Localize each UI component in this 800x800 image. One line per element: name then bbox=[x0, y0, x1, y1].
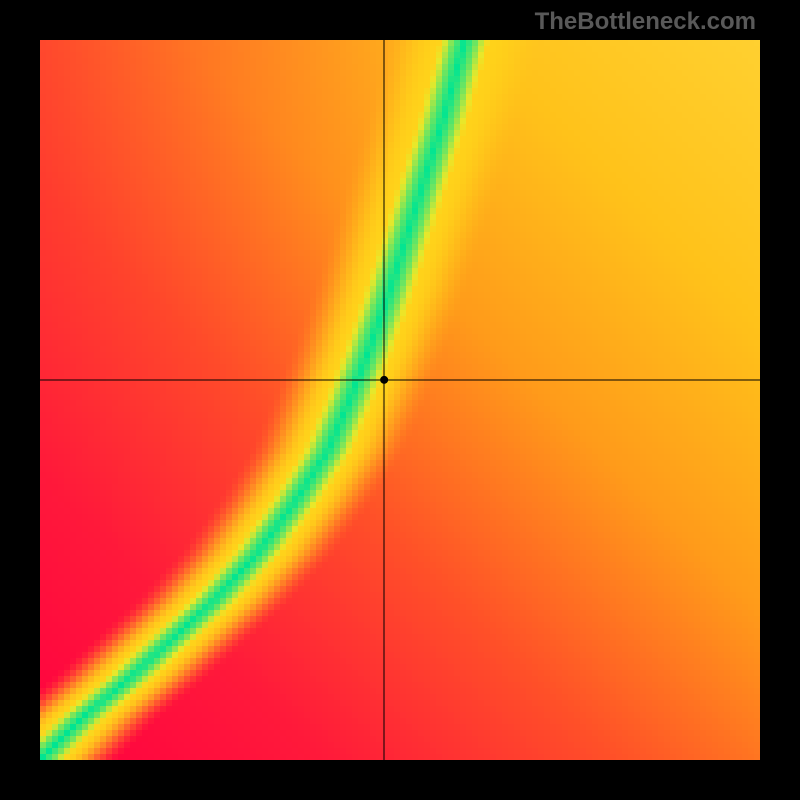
bottleneck-heatmap bbox=[40, 40, 760, 760]
watermark-text: TheBottleneck.com bbox=[535, 8, 756, 36]
chart-container: TheBottleneck.com bbox=[0, 0, 800, 800]
